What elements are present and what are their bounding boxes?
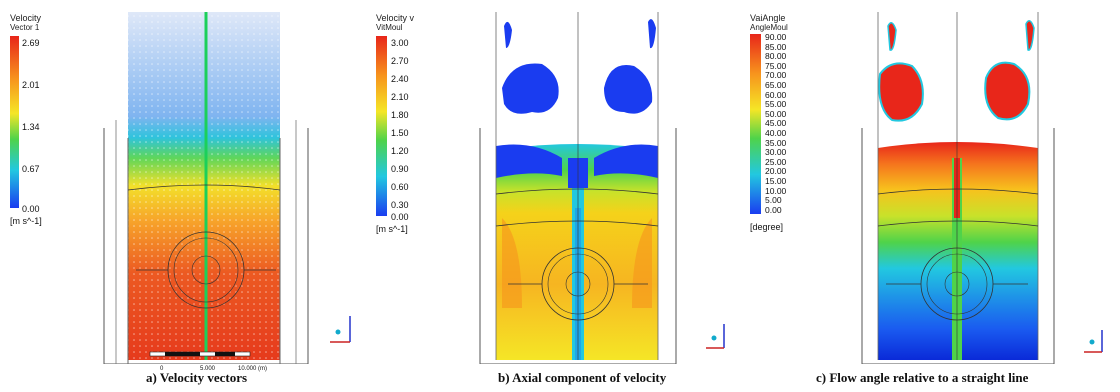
panel-velocity-vectors: Velocity Vector 1 2.69 2.01 1.34 0.67 0.… bbox=[0, 8, 372, 372]
legend-tick: 1.50 bbox=[391, 128, 409, 138]
legend-tick: 0.60 bbox=[391, 182, 409, 192]
legend-tick: 0.30 bbox=[391, 200, 409, 210]
colorbar bbox=[10, 36, 19, 208]
legend-tick: 1.80 bbox=[391, 110, 409, 120]
legend-tick: 3.00 bbox=[391, 38, 409, 48]
legend-tick: 25.00 bbox=[765, 156, 787, 167]
legend-tick: 90.00 bbox=[765, 32, 787, 42]
legend-tick: 0.00 bbox=[391, 212, 409, 222]
scale-label: 0 bbox=[160, 366, 164, 372]
legend-tick: 50.00 bbox=[765, 108, 787, 119]
legend-title: VaiAngle bbox=[750, 13, 786, 23]
legend-tick: 35.00 bbox=[765, 137, 787, 148]
legend-tick: 55.00 bbox=[765, 99, 787, 110]
legend-tick: 15.00 bbox=[765, 176, 787, 186]
legend-tick: 65.00 bbox=[765, 80, 787, 90]
legend-tick: 1.34 bbox=[22, 122, 40, 132]
panel-flow-angle: VaiAngle AngleMoul 90.00 85.00 80.00 75.00 7… bbox=[746, 8, 1120, 364]
caption-a: a) Velocity vectors bbox=[146, 370, 248, 385]
legend-unit: [degree] bbox=[750, 222, 784, 232]
axis-triad-icon bbox=[706, 324, 725, 349]
legend-tick: 0.67 bbox=[22, 164, 40, 174]
scale-label: 10.000 (m) bbox=[238, 366, 268, 372]
legend-tick: 0.00 bbox=[22, 204, 40, 214]
legend-title: Velocity bbox=[10, 13, 42, 23]
axis-triad-icon bbox=[330, 316, 351, 343]
legend-tick: 0.00 bbox=[765, 204, 782, 215]
caption-b: b) Axial component of velocity bbox=[498, 370, 667, 385]
legend-tick: 0.90 bbox=[391, 164, 409, 174]
legend-unit: [m s^-1] bbox=[10, 216, 42, 226]
legend-subtitle: AngleMoul bbox=[750, 23, 788, 32]
legend-tick: 70.00 bbox=[765, 70, 787, 81]
legend-tick: 2.70 bbox=[391, 56, 409, 66]
flow-angle-image bbox=[750, 12, 1103, 364]
legend-tick: 60.00 bbox=[765, 89, 787, 100]
legend-title: Velocity v bbox=[376, 13, 415, 23]
legend-tick: 1.20 bbox=[391, 146, 409, 156]
colorbar bbox=[376, 36, 387, 216]
legend-tick: 2.69 bbox=[22, 38, 40, 48]
legend-tick: 20.00 bbox=[765, 166, 787, 177]
legend-tick: 40.00 bbox=[765, 128, 787, 138]
axial-velocity-image bbox=[376, 12, 725, 364]
caption-c: c) Flow angle relative to a straight lin… bbox=[816, 370, 1029, 385]
legend-tick: 75.00 bbox=[765, 60, 787, 71]
axis-triad-icon bbox=[1084, 330, 1103, 353]
legend-tick: 2.40 bbox=[391, 74, 409, 84]
legend-tick: 2.01 bbox=[22, 80, 40, 90]
legend-tick: 30.00 bbox=[765, 147, 787, 158]
legend-tick: 5.00 bbox=[765, 195, 782, 206]
legend-tick: 80.00 bbox=[765, 51, 787, 62]
scale-label: 5.000 bbox=[200, 366, 216, 372]
legend-tick: 45.00 bbox=[765, 118, 787, 129]
legend-subtitle: VitMoul bbox=[376, 23, 403, 32]
legend-tick: 85.00 bbox=[765, 41, 787, 52]
colorbar bbox=[750, 34, 761, 214]
vector-field-image bbox=[10, 12, 351, 364]
legend-tick: 2.10 bbox=[391, 92, 409, 102]
panel-axial-velocity: Velocity v VitMoul 3.00 2.70 2.40 2.10 1… bbox=[372, 8, 746, 364]
legend-subtitle: Vector 1 bbox=[10, 23, 40, 32]
legend-tick: 10.00 bbox=[765, 185, 787, 196]
legend-unit: [m s^-1] bbox=[376, 224, 408, 234]
